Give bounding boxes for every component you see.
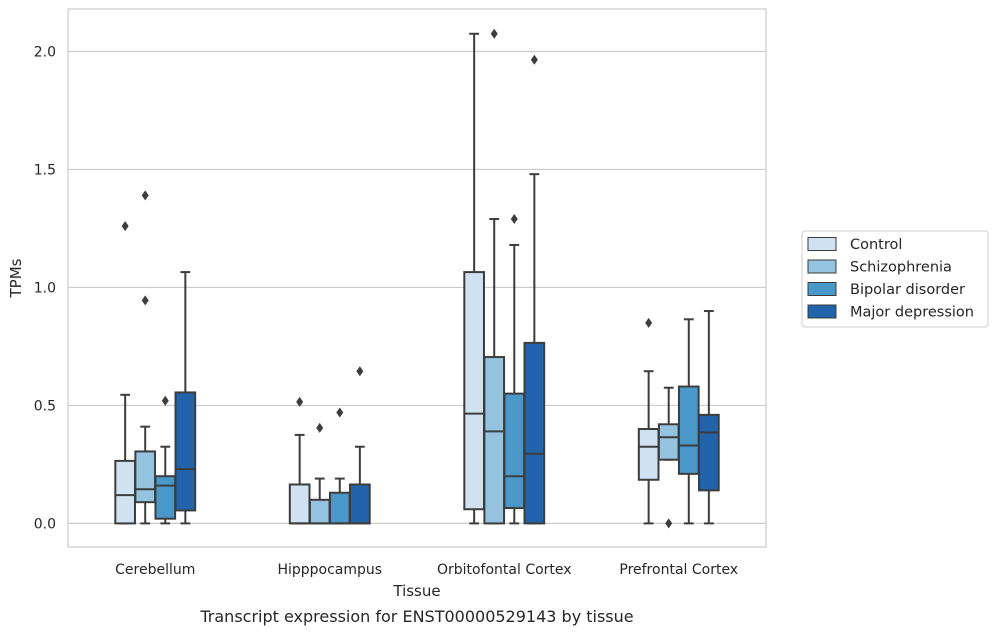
box-iqr — [154, 475, 177, 520]
legend: Control Schizophrenia Bipolar disorder Majo… — [801, 230, 989, 328]
box-control — [637, 317, 660, 525]
legend-label: Control — [850, 237, 902, 253]
x-tick-label: Prefrontal Cortex — [619, 562, 738, 578]
outlier-point — [530, 54, 538, 65]
y-tick-label: 2.0 — [34, 44, 56, 60]
box-control — [463, 32, 485, 525]
box-major-depression — [349, 366, 371, 525]
box-iqr — [483, 356, 506, 525]
box-iqr — [328, 491, 351, 525]
box-bipolar-disorder — [328, 407, 351, 525]
x-tick-labels: Cerebellum Hipppocampus Orbitofontal Corte… — [115, 562, 738, 578]
outlier-point — [161, 395, 169, 406]
box-iqr — [134, 450, 157, 504]
legend-swatch — [807, 259, 837, 274]
y-tick-label: 0.5 — [34, 398, 56, 414]
legend-swatch — [807, 237, 837, 251]
box-major-depression — [174, 271, 197, 525]
outlier-point — [490, 28, 498, 39]
outlier-point — [141, 295, 149, 306]
plot-frame — [67, 8, 767, 548]
box-major-depression — [523, 54, 546, 525]
boxes — [114, 28, 720, 529]
outlier-point — [356, 366, 364, 377]
outlier-point — [510, 214, 518, 225]
box-control — [114, 221, 136, 525]
box-bipolar-disorder — [503, 214, 526, 525]
box-iqr — [523, 341, 546, 525]
y-axis-label: TPMs — [7, 258, 25, 298]
box-iqr — [174, 391, 197, 512]
x-tick-label: Cerebellum — [115, 562, 195, 578]
box-iqr — [308, 498, 331, 525]
legend-label: Bipolar disorder — [850, 282, 965, 298]
box-bipolar-disorder — [677, 318, 700, 525]
box-iqr — [657, 423, 680, 461]
box-iqr — [698, 413, 720, 492]
box-iqr — [463, 271, 485, 511]
y-tick-label: 0.0 — [34, 516, 56, 532]
outlier-point — [336, 407, 344, 418]
y-tick-label: 1.5 — [34, 162, 56, 178]
box-iqr — [637, 428, 660, 481]
box-bipolar-disorder — [154, 395, 177, 525]
box-schizophrenia — [134, 190, 157, 525]
box-iqr — [503, 392, 526, 510]
outlier-point — [645, 317, 653, 328]
box-control — [288, 396, 311, 525]
x-tick-label: Hipppocampus — [277, 562, 382, 578]
legend-swatch — [807, 304, 837, 319]
x-axis-label: Tissue — [392, 582, 440, 600]
box-iqr — [114, 459, 136, 525]
y-tick-labels: 0.0 0.5 1.0 1.5 2.0 — [34, 44, 56, 532]
chart-caption: Transcript expression for ENST0000052914… — [199, 607, 633, 626]
outlier-point — [121, 221, 129, 232]
box-iqr — [349, 483, 371, 525]
outlier-point — [665, 518, 673, 529]
legend-swatch — [807, 282, 837, 296]
box-schizophrenia — [483, 28, 506, 525]
legend-frame — [801, 230, 989, 328]
legend-label: Schizophrenia — [850, 260, 952, 276]
box-major-depression — [698, 310, 720, 525]
box-schizophrenia — [657, 386, 680, 529]
outlier-point — [141, 190, 149, 201]
y-tick-label: 1.0 — [34, 280, 56, 296]
legend-label: Major depression — [850, 305, 974, 321]
x-tick-label: Orbitofontal Cortex — [437, 562, 572, 578]
outlier-point — [296, 396, 304, 407]
box-iqr — [288, 483, 311, 525]
box-schizophrenia — [308, 422, 331, 525]
outlier-point — [316, 422, 324, 433]
box-iqr — [677, 385, 700, 475]
